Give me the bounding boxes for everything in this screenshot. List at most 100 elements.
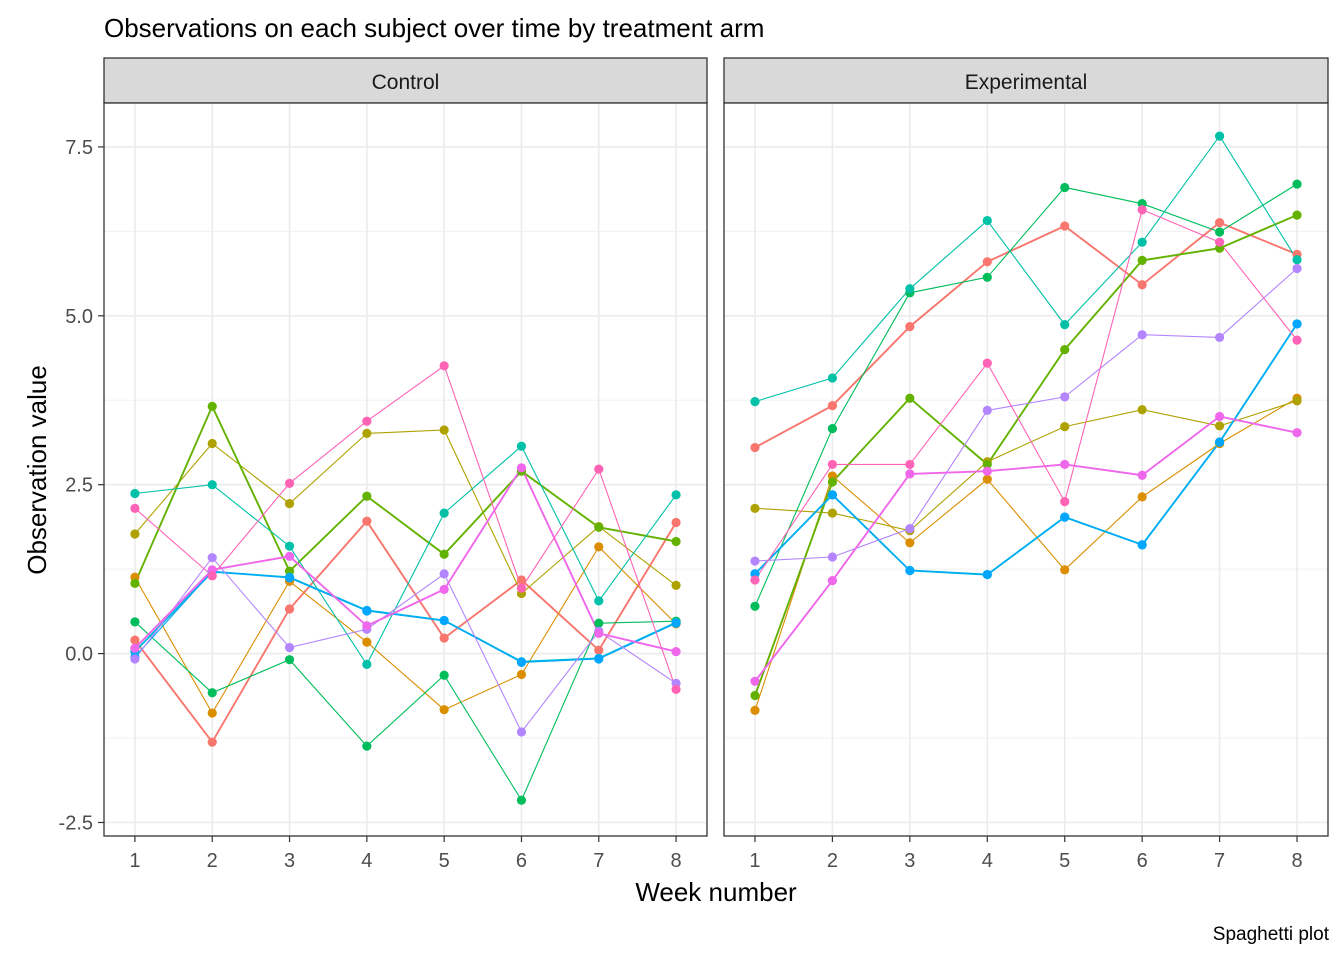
data-point [207, 401, 217, 411]
x-tick-label: 7 [593, 850, 604, 872]
data-point [1214, 437, 1225, 447]
series-line [754, 221, 1298, 449]
data-point [362, 491, 372, 501]
data-point [516, 657, 527, 667]
data-point [516, 463, 527, 473]
data-point [827, 490, 838, 500]
data-point [207, 571, 217, 581]
series-line [134, 620, 677, 802]
series-line [134, 519, 677, 744]
data-point [905, 284, 915, 294]
data-point [750, 556, 760, 566]
data-point [284, 478, 295, 488]
data-point [130, 578, 140, 588]
series-line [134, 403, 677, 584]
data-point [284, 642, 295, 653]
data-point [982, 358, 992, 368]
data-point [130, 643, 140, 653]
data-point [827, 552, 838, 562]
data-point [905, 393, 915, 403]
data-point [594, 522, 604, 532]
data-point [439, 705, 449, 715]
data-point [362, 606, 372, 616]
series-line [754, 214, 1298, 696]
data-point [1292, 255, 1302, 265]
x-tick-label: 1 [749, 850, 760, 872]
data-point [130, 488, 140, 499]
data-point [750, 503, 760, 513]
data-point [439, 425, 449, 435]
data-point [827, 401, 838, 411]
data-point [207, 737, 217, 747]
series-line [754, 397, 1298, 711]
data-point [1137, 405, 1147, 415]
data-point [362, 416, 372, 426]
x-tick-label: 3 [904, 850, 915, 872]
data-point [1060, 344, 1070, 355]
data-point [982, 405, 992, 415]
data-point [827, 459, 838, 470]
series-line [754, 400, 1298, 532]
data-point [671, 646, 681, 657]
series-line [134, 445, 677, 666]
y-axis-ticks: -2.5 0.0 2.5 5.0 7.5 [59, 137, 104, 834]
series-line [754, 415, 1298, 682]
data-point [827, 477, 838, 487]
x-tick-label: 6 [516, 850, 527, 872]
x-tick-label: 2 [207, 850, 218, 872]
data-point [362, 516, 372, 526]
data-point [750, 397, 760, 407]
data-point [284, 541, 295, 551]
data-point [284, 604, 295, 614]
data-point [982, 272, 992, 282]
data-point [1292, 428, 1302, 438]
panel-border [103, 102, 708, 837]
data-point [1137, 492, 1147, 502]
facet-strip [723, 57, 1329, 104]
data-point [982, 569, 992, 580]
data-point [516, 575, 527, 585]
data-point [1060, 422, 1070, 432]
data-point [982, 459, 992, 470]
data-point [1137, 205, 1147, 215]
data-point [439, 569, 449, 579]
data-point [207, 553, 217, 563]
x-tick-label: 8 [1291, 850, 1302, 872]
data-point [827, 373, 838, 383]
data-point [594, 618, 604, 628]
data-point [130, 654, 140, 664]
series-line [754, 268, 1298, 562]
x-tick-label: 2 [827, 850, 838, 872]
data-point [594, 628, 604, 638]
data-point [362, 637, 372, 647]
data-point [362, 428, 372, 438]
data-point [284, 573, 295, 583]
series-line [754, 323, 1298, 576]
data-point [516, 669, 527, 680]
x-tick-label: 1 [129, 850, 140, 872]
data-point [1292, 319, 1302, 329]
data-point [1137, 470, 1147, 480]
data-point [1060, 565, 1070, 575]
x-tick-label: 3 [284, 850, 295, 872]
data-point [1214, 131, 1225, 141]
data-point [594, 464, 604, 474]
data-point [905, 524, 915, 534]
series-line [134, 546, 677, 715]
data-point [207, 708, 217, 718]
x-tick-label: 5 [439, 850, 450, 872]
data-point [1292, 335, 1302, 345]
data-point [284, 551, 295, 561]
data-point [130, 617, 140, 627]
data-point [1060, 496, 1070, 507]
data-point [905, 459, 915, 470]
data-point [905, 538, 915, 548]
data-point [1060, 459, 1070, 470]
data-point [827, 508, 838, 518]
data-point [594, 654, 604, 664]
data-point [1137, 330, 1147, 340]
data-point [516, 583, 527, 593]
data-point [362, 659, 372, 670]
